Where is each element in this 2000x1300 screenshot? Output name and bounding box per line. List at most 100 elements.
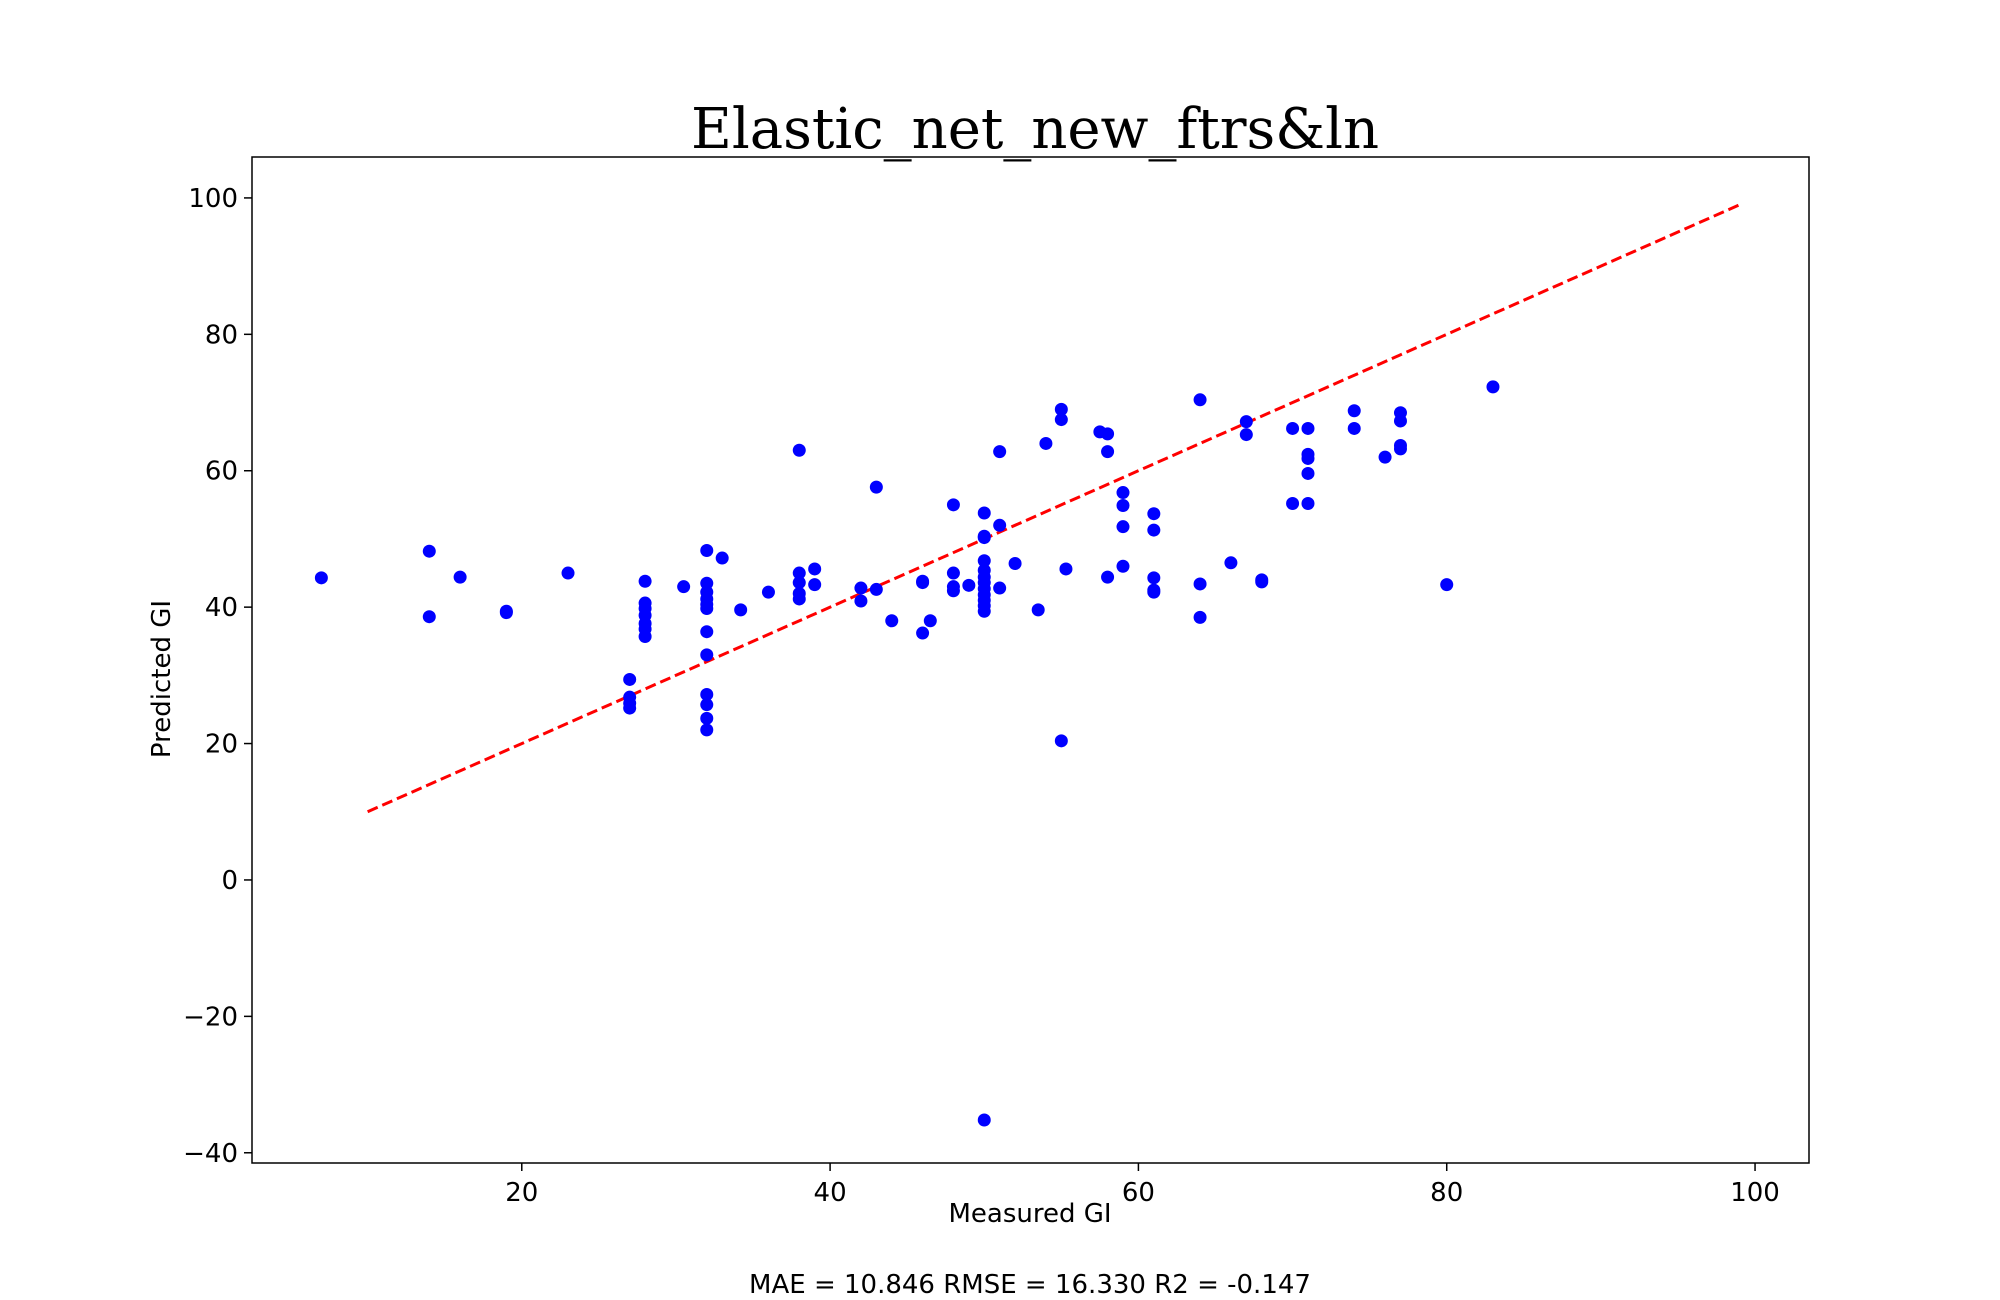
data-point xyxy=(1116,486,1130,500)
data-point xyxy=(1378,450,1392,464)
data-point xyxy=(916,626,930,640)
data-point xyxy=(1347,421,1361,435)
data-point xyxy=(792,592,806,606)
data-point xyxy=(700,698,714,712)
data-point xyxy=(700,687,714,701)
reference-line-layer xyxy=(367,203,1741,814)
y-tick-label: 20 xyxy=(205,730,238,760)
data-point xyxy=(1193,393,1207,407)
data-point xyxy=(1147,585,1161,599)
data-point xyxy=(1147,571,1161,585)
data-point xyxy=(1101,570,1115,584)
data-point xyxy=(1486,380,1500,394)
data-point xyxy=(1286,421,1300,435)
data-point xyxy=(422,610,436,624)
y-axis: −40 −20 0 20 40 60 80 100 xyxy=(183,184,252,1169)
data-point xyxy=(1101,445,1115,459)
data-point xyxy=(946,566,960,580)
data-point xyxy=(700,544,714,558)
data-point xyxy=(977,531,991,545)
data-point xyxy=(1031,603,1045,617)
data-point xyxy=(623,672,637,686)
data-point xyxy=(499,606,513,620)
data-point xyxy=(1008,556,1022,570)
data-point xyxy=(792,566,806,580)
x-tick-label: 60 xyxy=(1122,1178,1155,1208)
data-point xyxy=(869,480,883,494)
data-point xyxy=(700,711,714,725)
data-point xyxy=(734,603,748,617)
data-point xyxy=(923,614,937,628)
data-point xyxy=(677,580,691,594)
x-tick-label: 20 xyxy=(505,1178,538,1208)
data-point xyxy=(1101,427,1115,441)
data-point xyxy=(1147,523,1161,537)
data-point xyxy=(993,445,1007,459)
data-point xyxy=(1286,496,1300,510)
data-point xyxy=(1347,404,1361,418)
data-point xyxy=(700,648,714,662)
data-point xyxy=(561,566,575,580)
data-point xyxy=(422,544,436,558)
x-axis-label: Measured GI xyxy=(948,1199,1111,1229)
x-tick-label: 40 xyxy=(814,1178,847,1208)
data-point xyxy=(623,701,637,715)
data-point xyxy=(854,594,868,608)
data-point xyxy=(885,614,899,628)
data-point xyxy=(854,581,868,595)
data-point xyxy=(638,574,652,588)
data-point xyxy=(1301,451,1315,465)
data-point xyxy=(700,625,714,639)
y-tick-label: 80 xyxy=(205,320,238,350)
data-point xyxy=(1393,442,1407,456)
data-point xyxy=(977,1113,991,1127)
data-point xyxy=(977,506,991,520)
data-point xyxy=(715,551,729,565)
data-point xyxy=(1301,466,1315,480)
x-tick-label: 80 xyxy=(1430,1178,1463,1208)
data-point xyxy=(792,443,806,457)
data-point xyxy=(1054,413,1068,427)
data-point xyxy=(946,584,960,598)
data-point xyxy=(1059,562,1073,576)
metrics-footer: MAE = 10.846 RMSE = 16.330 R2 = -0.147 xyxy=(749,1270,1311,1300)
data-point xyxy=(946,498,960,512)
data-point xyxy=(1440,578,1454,592)
x-axis: 20 40 60 80 100 xyxy=(505,1163,1780,1208)
data-point xyxy=(638,629,652,643)
y-tick-label: 0 xyxy=(221,866,238,896)
data-point xyxy=(962,578,976,592)
data-point xyxy=(700,723,714,737)
data-point xyxy=(993,518,1007,532)
data-point xyxy=(1116,559,1130,573)
data-point xyxy=(916,576,930,590)
y-tick-label: 60 xyxy=(205,457,238,487)
data-point xyxy=(993,581,1007,595)
data-point xyxy=(1301,421,1315,435)
chart-title: Elastic_net_new_ftrs&ln xyxy=(691,97,1379,162)
reference-line xyxy=(367,203,1741,814)
data-point xyxy=(1239,415,1253,429)
data-point xyxy=(1193,610,1207,624)
data-point xyxy=(792,576,806,590)
data-point xyxy=(1193,577,1207,591)
data-point xyxy=(1255,575,1269,589)
data-point xyxy=(1116,499,1130,513)
y-tick-label: 100 xyxy=(188,184,238,214)
data-point xyxy=(700,602,714,616)
data-point xyxy=(1147,507,1161,521)
data-point xyxy=(314,571,328,585)
data-point xyxy=(1039,436,1053,450)
data-point xyxy=(761,585,775,599)
points-layer xyxy=(314,380,1500,1127)
data-point xyxy=(977,604,991,618)
data-point xyxy=(1116,520,1130,534)
data-point xyxy=(1054,402,1068,416)
y-tick-label: −40 xyxy=(183,1139,238,1169)
y-tick-label: 40 xyxy=(205,593,238,623)
data-point xyxy=(453,570,467,584)
data-point xyxy=(1224,556,1238,570)
data-point xyxy=(1301,496,1315,510)
data-point xyxy=(869,582,883,596)
